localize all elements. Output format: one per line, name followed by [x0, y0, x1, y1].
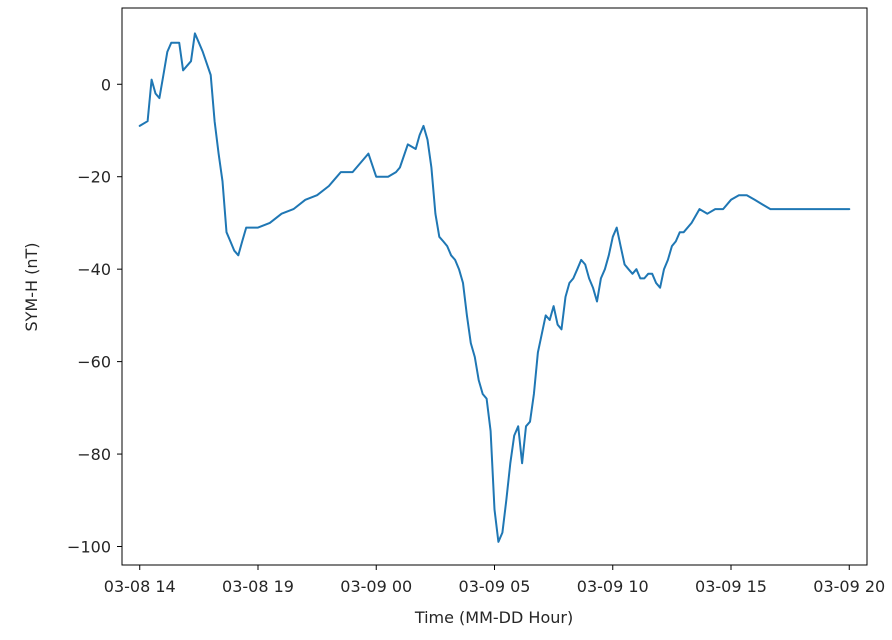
plot-background [122, 8, 867, 565]
series-layer [138, 32, 851, 543]
x-axis-label: Time (MM-DD Hour) [414, 608, 573, 627]
x-tick-label: 03-08 19 [222, 577, 294, 596]
y-tick-label: −100 [67, 538, 111, 557]
y-tick-label: 0 [101, 75, 111, 94]
x-tick-label: 03-09 10 [577, 577, 649, 596]
y-tick-label: −80 [77, 445, 111, 464]
y-axis-label: SYM-H (nT) [22, 242, 41, 331]
y-tick-label: −60 [77, 353, 111, 372]
y-tick-label: −20 [77, 168, 111, 187]
y-tick-label: −40 [77, 260, 111, 279]
x-tick-label: 03-09 20 [813, 577, 885, 596]
x-tick-label: 03-08 14 [104, 577, 176, 596]
x-tick-label: 03-09 05 [459, 577, 531, 596]
series-line-0 [138, 32, 851, 543]
x-tick-label: 03-09 15 [695, 577, 767, 596]
y-axis-ticks: 0 −20 −40 −60 −80 −100 [67, 75, 122, 557]
x-axis-ticks: 03-08 14 03-08 19 03-09 00 03-09 05 03-09 10… [104, 565, 885, 596]
x-tick-label: 03-09 00 [340, 577, 412, 596]
